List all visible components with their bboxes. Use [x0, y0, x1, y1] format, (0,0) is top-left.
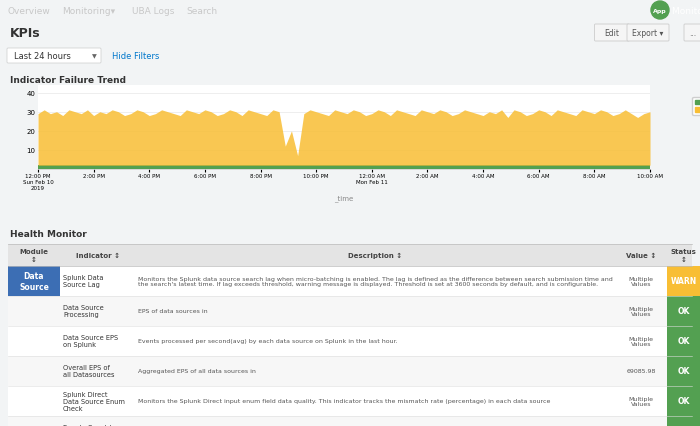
Text: OK: OK: [678, 337, 690, 345]
FancyBboxPatch shape: [7, 49, 101, 64]
FancyBboxPatch shape: [594, 25, 629, 42]
X-axis label: _time: _time: [335, 195, 354, 201]
FancyBboxPatch shape: [627, 25, 669, 42]
Text: OK: OK: [678, 307, 690, 316]
Bar: [667, 416, 700, 426]
Text: Indicator Failure Trend: Indicator Failure Trend: [10, 76, 126, 85]
Text: Events processed per second(avg) by each data source on Splunk in the last hour.: Events processed per second(avg) by each…: [138, 339, 398, 344]
Bar: [667, 326, 700, 356]
FancyBboxPatch shape: [684, 25, 700, 42]
Text: Multiple
Values: Multiple Values: [629, 306, 654, 317]
Text: Hide Filters: Hide Filters: [112, 52, 160, 61]
Bar: [667, 296, 700, 326]
Bar: [8, 326, 692, 356]
Bar: [8, 266, 692, 296]
Text: Export ▾: Export ▾: [632, 29, 664, 38]
Text: EPS of data sources in: EPS of data sources in: [138, 309, 208, 314]
Bar: [667, 386, 700, 416]
Text: Indicator ↕: Indicator ↕: [76, 253, 120, 259]
Text: ▼: ▼: [92, 54, 97, 59]
Text: OK: OK: [678, 367, 690, 376]
Text: Status
↕: Status ↕: [671, 249, 696, 262]
Text: 69085.98: 69085.98: [626, 368, 656, 374]
Bar: [8, 356, 692, 386]
Text: Last 24 hours: Last 24 hours: [14, 52, 71, 61]
Text: Overall EPS of
all Datasources: Overall EPS of all Datasources: [63, 365, 115, 377]
Legend: OK, WARN: OK, WARN: [692, 98, 700, 116]
Bar: [8, 266, 60, 296]
Text: Splunk Data
Source Lag: Splunk Data Source Lag: [63, 275, 104, 288]
Text: Edit: Edit: [605, 29, 620, 38]
Text: Module
↕: Module ↕: [20, 249, 48, 262]
Text: OK: OK: [678, 397, 690, 406]
Text: KPIs: KPIs: [10, 27, 41, 40]
Text: Multiple
Values: Multiple Values: [629, 396, 654, 406]
Text: Value ↕: Value ↕: [626, 253, 656, 259]
Text: Overview: Overview: [8, 6, 50, 15]
Text: App: App: [653, 9, 667, 14]
Text: Monitoring▾: Monitoring▾: [62, 6, 115, 15]
Text: ...: ...: [690, 29, 696, 38]
Text: Data
Source: Data Source: [19, 271, 49, 291]
Text: Health Monitor: Health Monitor: [10, 230, 87, 239]
Bar: [8, 245, 692, 266]
Text: Splunk Direct
Data Source Enum
Check: Splunk Direct Data Source Enum Check: [63, 391, 125, 411]
Text: Data Source EPS
on Splunk: Data Source EPS on Splunk: [63, 335, 118, 348]
Text: Monitoring UBA: Monitoring UBA: [672, 6, 700, 15]
Bar: [8, 296, 692, 326]
Text: Monitors the Splunk Direct input enum field data quality. This indicator tracks : Monitors the Splunk Direct input enum fi…: [138, 399, 550, 403]
Text: Monitors the Splunk data source search lag when micro-batching is enabled. The l: Monitors the Splunk data source search l…: [138, 276, 612, 287]
Text: Multiple
Values: Multiple Values: [629, 336, 654, 347]
Text: WARN: WARN: [671, 277, 696, 286]
Text: Description ↕: Description ↕: [348, 252, 402, 259]
Bar: [667, 356, 700, 386]
Text: Data Source
Processing: Data Source Processing: [63, 305, 104, 318]
Bar: [8, 416, 692, 426]
Circle shape: [651, 2, 669, 20]
Text: Search: Search: [186, 6, 218, 15]
Text: Multiple
Values: Multiple Values: [629, 276, 654, 287]
Text: UBA Logs: UBA Logs: [132, 6, 175, 15]
Bar: [667, 266, 700, 296]
Text: Aggregated EPS of all data sources in: Aggregated EPS of all data sources in: [138, 368, 256, 374]
Text: Events Count by
Data Format: Events Count by Data Format: [63, 424, 118, 426]
Bar: [8, 386, 692, 416]
